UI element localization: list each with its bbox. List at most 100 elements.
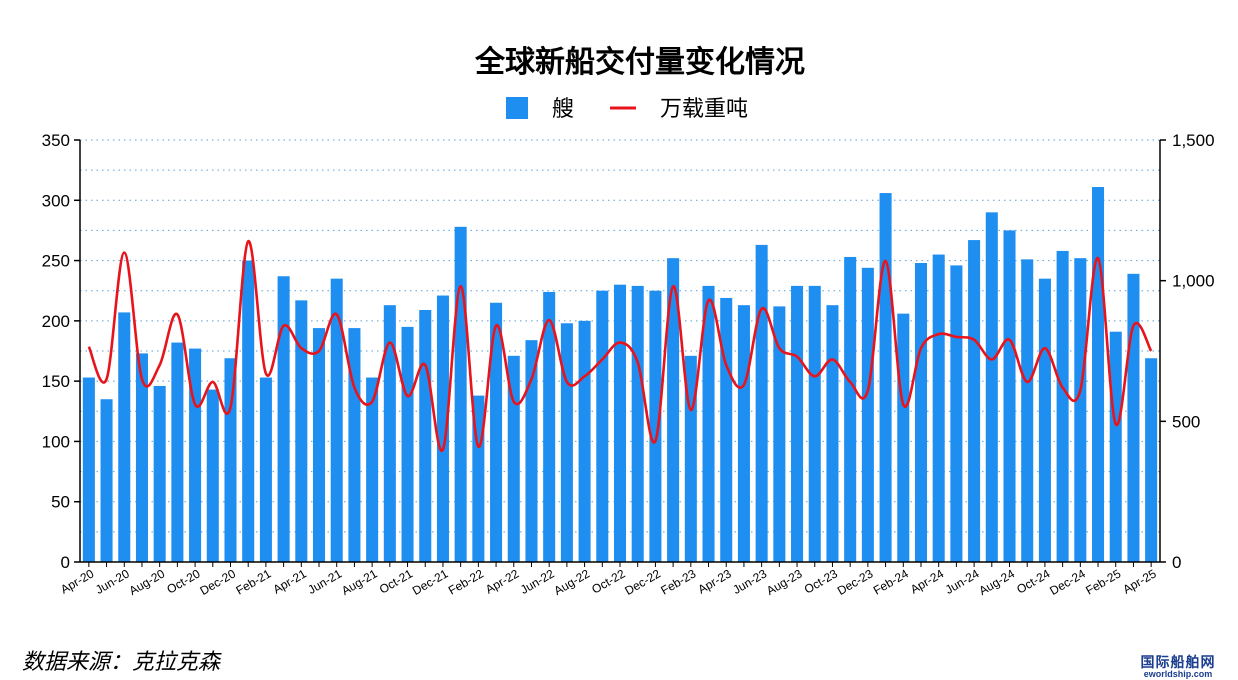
x-tick-label: Dec-22 xyxy=(622,566,663,598)
x-tick-label: Dec-23 xyxy=(835,566,876,598)
x-tick-label: Oct-20 xyxy=(164,566,202,596)
y-right-tick-label: 1,500 xyxy=(1172,131,1215,150)
bar xyxy=(171,342,184,562)
bar xyxy=(348,328,361,562)
legend: 艘 万载重吨 xyxy=(506,97,748,122)
bar xyxy=(242,260,255,562)
bar xyxy=(667,258,680,562)
bar xyxy=(861,267,874,562)
bar xyxy=(100,399,113,562)
y-left-tick-label: 50 xyxy=(51,493,70,512)
watermark-logo: 国际船舶网 eworldship.com xyxy=(1126,655,1230,679)
bar xyxy=(153,385,166,562)
x-tick-label: Apr-23 xyxy=(696,566,734,596)
x-tick-label: Oct-23 xyxy=(802,566,840,596)
legend-label-line: 万载重吨 xyxy=(660,97,748,122)
x-tick-label: Aug-21 xyxy=(339,566,380,598)
bar xyxy=(808,285,821,562)
x-tick-label: Apr-21 xyxy=(271,566,309,596)
bar xyxy=(596,290,609,562)
x-tick-label: Jun-23 xyxy=(730,566,769,597)
bar xyxy=(330,278,343,562)
bar xyxy=(366,377,379,562)
bar xyxy=(1056,250,1069,562)
chart: 全球新船交付量变化情况 艘 万载重吨 0 50 100 150 200 250 300 350 0… xyxy=(42,45,1215,598)
x-tick-label: Oct-24 xyxy=(1014,566,1052,596)
line-path xyxy=(87,239,1153,452)
x-tick-label: Apr-22 xyxy=(483,566,521,596)
bar xyxy=(1003,230,1016,562)
bar xyxy=(454,226,467,562)
watermark-main: 国际船舶网 xyxy=(1140,654,1216,670)
bar xyxy=(897,313,910,562)
x-tick-label: Aug-23 xyxy=(764,566,805,598)
bar xyxy=(135,353,148,562)
y-right-tick-label: 1,000 xyxy=(1172,272,1215,291)
bar xyxy=(259,377,272,562)
bar xyxy=(914,262,928,562)
y-right-tick-label: 0 xyxy=(1172,553,1181,572)
bar xyxy=(419,310,432,562)
x-tick-label: Oct-22 xyxy=(589,566,627,596)
y-right-tick-label: 500 xyxy=(1172,412,1200,431)
bar xyxy=(985,212,998,563)
bar xyxy=(224,358,237,562)
legend-swatch-bar xyxy=(506,97,528,119)
x-tick-label: Feb-21 xyxy=(233,566,273,597)
bar xyxy=(773,306,786,562)
bar xyxy=(312,328,326,562)
x-tick-label: Apr-25 xyxy=(1120,566,1158,596)
bar xyxy=(490,302,503,562)
x-tick-label: Aug-22 xyxy=(552,566,593,598)
x-tick-label: Jun-24 xyxy=(943,566,982,597)
x-tick-label: Feb-25 xyxy=(1083,566,1123,597)
bar xyxy=(189,348,202,562)
bar xyxy=(118,312,131,562)
bar xyxy=(720,297,733,562)
bar xyxy=(613,284,627,562)
bar xyxy=(932,254,945,563)
bar xyxy=(968,240,981,562)
x-tick-label: Feb-23 xyxy=(658,566,698,597)
x-tick-label: Aug-20 xyxy=(127,566,168,598)
bar-series xyxy=(82,187,1158,563)
y-left-tick-label: 350 xyxy=(42,131,70,150)
bar xyxy=(401,326,414,562)
bar xyxy=(844,256,857,562)
bar xyxy=(277,276,290,562)
bar xyxy=(383,305,396,562)
bar xyxy=(1038,278,1051,562)
legend-label-bar: 艘 xyxy=(552,97,574,122)
chart-title: 全球新船交付量变化情况 xyxy=(474,45,805,80)
bar xyxy=(1021,259,1034,562)
y-left-tick-label: 300 xyxy=(42,191,70,210)
watermark-sub: eworldship.com xyxy=(1143,669,1213,679)
bar xyxy=(1127,273,1140,562)
x-tick-label: Oct-21 xyxy=(377,566,415,596)
bar xyxy=(631,285,644,562)
bar xyxy=(755,244,768,562)
bar xyxy=(1145,358,1158,562)
x-tick-label: Apr-24 xyxy=(908,566,946,596)
x-tick-label: Jun-22 xyxy=(518,566,557,597)
bar xyxy=(879,193,892,562)
bar xyxy=(649,290,662,562)
bar xyxy=(543,291,556,562)
bar xyxy=(82,377,95,562)
y-left-tick-label: 0 xyxy=(61,553,70,572)
bar xyxy=(525,340,538,562)
bar xyxy=(950,265,963,562)
bar xyxy=(1109,331,1122,562)
bar xyxy=(826,305,839,562)
bar xyxy=(791,285,804,562)
x-tick-label: Jun-20 xyxy=(93,566,132,597)
bar xyxy=(1074,258,1087,562)
y-left-tick-label: 100 xyxy=(42,432,70,451)
y-left-tick-label: 250 xyxy=(42,252,70,271)
x-tick-label: Aug-24 xyxy=(976,566,1017,598)
line-series xyxy=(87,239,1153,452)
x-tick-label: Feb-24 xyxy=(871,566,911,597)
data-source-note: 数据来源：克拉克森 xyxy=(22,650,221,675)
bar xyxy=(702,285,715,562)
x-tick-label: Dec-20 xyxy=(197,566,238,598)
